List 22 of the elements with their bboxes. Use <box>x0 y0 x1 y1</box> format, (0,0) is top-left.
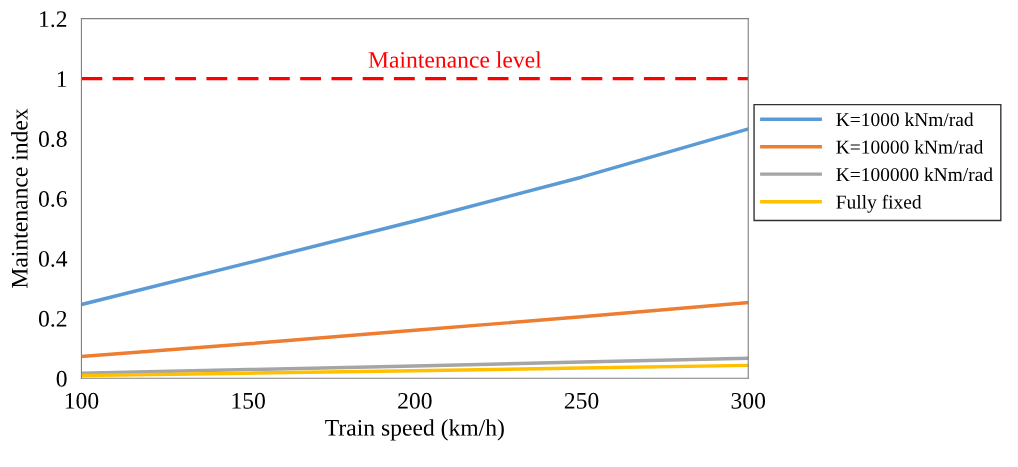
line-series <box>81 356 749 375</box>
line-series <box>81 127 749 307</box>
legend-label: Fully fixed <box>836 194 922 213</box>
legend-label: K=1000 kNm/rad <box>836 112 974 127</box>
legend-label: K=10000 kNm/rad <box>836 139 984 154</box>
ref-line-label: Maintenance level <box>368 51 542 68</box>
y-tick-label: 0.2 <box>38 310 67 327</box>
legend-label: K=100000 kNm/rad <box>836 167 993 182</box>
y-tick-label: 0 <box>56 370 67 387</box>
y-tick-label: 0.4 <box>38 250 68 267</box>
x-tick-label: 250 <box>564 392 599 409</box>
y-tick-label: 0.8 <box>38 131 67 148</box>
y-tick-label: 0.6 <box>38 190 67 207</box>
y-tick-label: 1.2 <box>40 11 67 28</box>
x-tick-label: 150 <box>232 392 265 409</box>
x-tick-label: 300 <box>731 392 766 409</box>
y-tick-label: 1 <box>57 71 67 87</box>
x-tick-label: 100 <box>65 392 99 409</box>
x-tick-label: 200 <box>398 392 432 409</box>
y-axis-title: Maintenance index <box>11 108 28 288</box>
line-series <box>81 300 749 359</box>
x-axis-title: Train speed (km/h) <box>325 419 504 441</box>
